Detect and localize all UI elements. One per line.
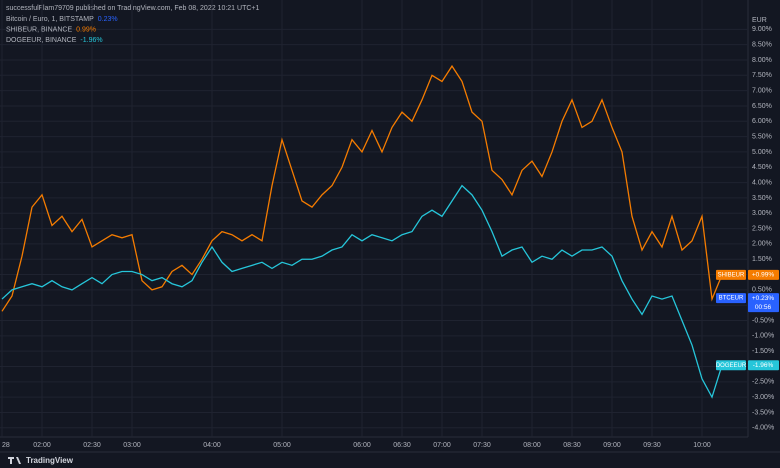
brand: TradingView <box>26 456 74 465</box>
y-tick-label: 4.50% <box>752 164 772 171</box>
value-tag-label: +0.23% <box>752 295 774 302</box>
currency: EUR <box>752 17 767 24</box>
legend-name: SHIBEUR, BINANCE <box>6 26 72 33</box>
value-tag <box>748 293 779 313</box>
x-tick-label: 02:00 <box>33 442 51 449</box>
x-tick-label: 28 <box>2 442 10 449</box>
y-tick-label: -1.50% <box>752 348 774 355</box>
value-tag <box>748 360 779 371</box>
logo <box>8 457 21 464</box>
legend-name: DOGEEUR, BINANCE <box>6 37 77 44</box>
legend-entry: DOGEEUR, BINANCE -1.96% <box>6 37 103 44</box>
symbol-tag <box>716 269 746 280</box>
legend-entry: SHIBEUR, BINANCE 0.99% <box>6 26 96 33</box>
legend-name: Bitcoin / Euro, 1, BITSTAMP <box>6 16 94 23</box>
series-line <box>1 184 723 399</box>
x-tick-label: 03:00 <box>123 442 141 449</box>
y-tick-label: 3.50% <box>752 195 772 202</box>
symbol-tag <box>716 293 746 304</box>
value-tag-label: +0.99% <box>752 272 774 279</box>
value-tag-label: -1.96% <box>753 362 774 369</box>
y-tick-label: -3.00% <box>752 394 774 401</box>
y-tick-label: 0.50% <box>752 287 772 294</box>
legend-entry: Bitcoin / Euro, 1, BITSTAMP 0.23% <box>6 16 118 23</box>
y-tick-label: 6.50% <box>752 103 772 110</box>
y-tick-label: 2.00% <box>752 241 772 248</box>
y-tick-label: 1.50% <box>752 256 772 263</box>
y-tick-label: 5.50% <box>752 133 772 140</box>
y-tick-label: -2.50% <box>752 379 774 386</box>
x-tick-label: 06:00 <box>353 442 371 449</box>
y-tick-label: 5.00% <box>752 149 772 156</box>
y-tick-label: 8.50% <box>752 41 772 48</box>
x-tick-label: 07:30 <box>473 442 491 449</box>
y-tick-label: 7.00% <box>752 87 772 94</box>
y-tick-label: 8.00% <box>752 57 772 64</box>
y-tick-label: 7.50% <box>752 72 772 79</box>
x-tick-label: 07:00 <box>433 442 451 449</box>
y-tick-label: 9.00% <box>752 26 772 33</box>
symbol-tag-label: DOGEEUR <box>716 363 747 369</box>
y-tick-label: -0.50% <box>752 317 774 324</box>
y-tick-label: -3.50% <box>752 409 774 416</box>
x-tick-label: 09:30 <box>643 442 661 449</box>
symbol-tag-label: SHIBEUR <box>718 272 745 278</box>
symbol-tag-label: BTCEUR <box>719 296 744 302</box>
x-tick-label: 08:00 <box>523 442 541 449</box>
countdown: 00:56 <box>755 304 772 311</box>
x-tick-label: 10:00 <box>693 442 711 449</box>
x-tick-label: 08:30 <box>563 442 581 449</box>
x-tick-label: 09:00 <box>603 442 621 449</box>
value-tag <box>748 269 779 280</box>
credit: successfulFlam79709 published on Trading… <box>6 5 259 12</box>
x-tick-label: 06:30 <box>393 442 411 449</box>
y-tick-label: -4.00% <box>752 425 774 432</box>
y-tick-label: 2.50% <box>752 225 772 232</box>
plot <box>0 0 748 437</box>
y-tick-label: 6.00% <box>752 118 772 125</box>
legend-value: -1.96% <box>80 37 102 44</box>
x-tick-label: 05:00 <box>273 442 291 449</box>
symbol-tag <box>716 360 746 371</box>
legend-value: 0.23% <box>98 16 118 23</box>
legend-value: 0.99% <box>76 26 96 33</box>
x-tick-label: 04:00 <box>203 442 221 449</box>
series-line <box>1 64 723 312</box>
y-tick-label: -1.00% <box>752 333 774 340</box>
x-tick-label: 02:30 <box>83 442 101 449</box>
y-tick-label: 4.00% <box>752 179 772 186</box>
y-tick-label: 3.00% <box>752 210 772 217</box>
